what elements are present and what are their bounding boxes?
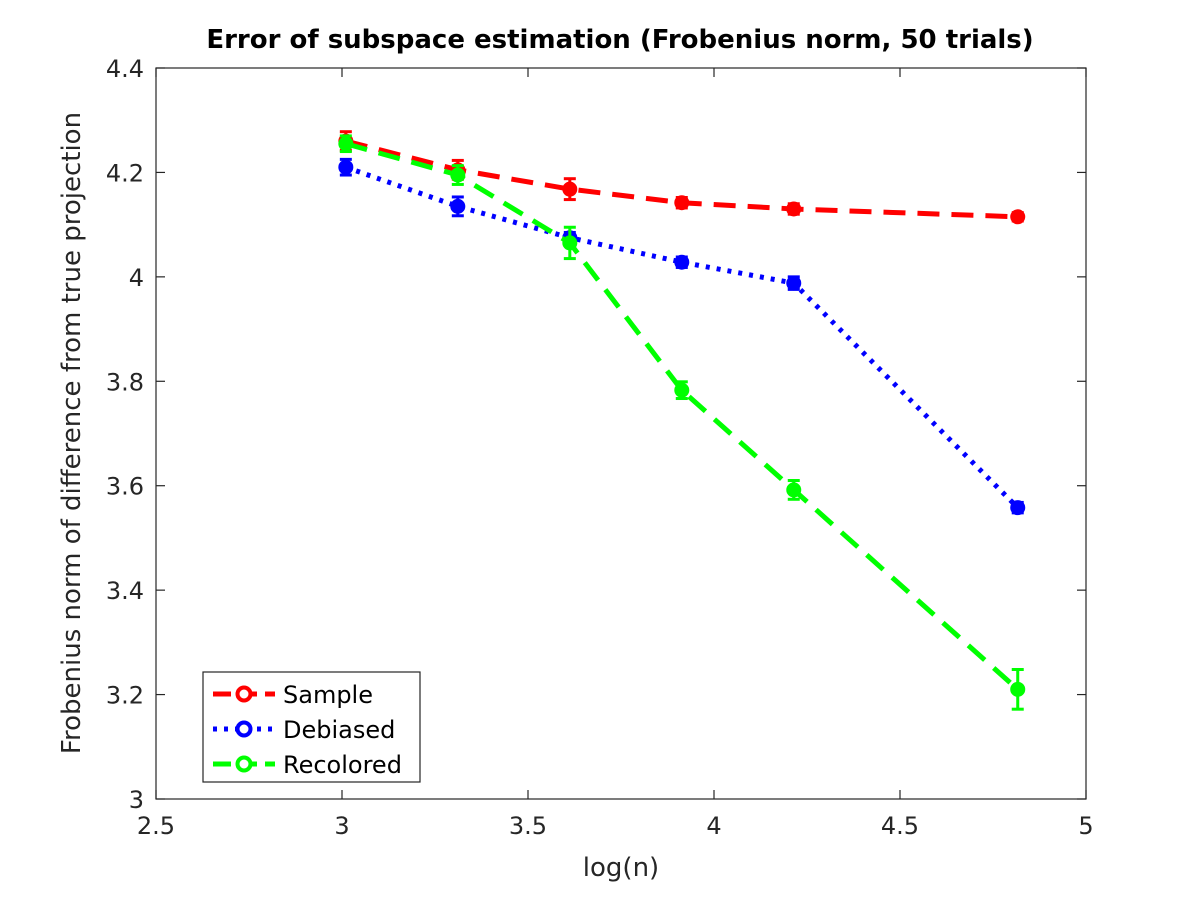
- x-tick-label: 2.5: [137, 812, 175, 840]
- legend-entry-recolored: Recolored: [213, 751, 402, 779]
- y-tick-label: 4.2: [106, 159, 144, 187]
- y-tick-label: 3.6: [106, 473, 144, 501]
- data-point: [786, 275, 802, 291]
- series-line-recolored: [345, 141, 1020, 692]
- legend-label: Sample: [283, 681, 373, 709]
- legend-entry-debiased: Debiased: [213, 716, 395, 744]
- data-point: [674, 382, 690, 398]
- legend-swatch-marker: [235, 685, 253, 703]
- data-point: [1010, 681, 1026, 697]
- x-tick-label: 4: [706, 812, 721, 840]
- series-line-sample: [345, 138, 1018, 220]
- series-recolored: [338, 134, 1026, 711]
- data-point: [338, 136, 354, 152]
- y-tick-label: 4: [129, 264, 144, 292]
- data-point: [786, 201, 802, 217]
- legend-label: Recolored: [283, 751, 402, 779]
- data-point: [338, 159, 354, 175]
- legend-label: Debiased: [283, 716, 395, 744]
- data-point: [562, 235, 578, 251]
- data-point: [450, 198, 466, 214]
- y-tick-label: 3.2: [106, 682, 144, 710]
- x-tick-label: 3: [334, 812, 349, 840]
- axis-ticks: 2.5 3 3.5 4 4.5 533.23.43.63.844.24.4: [106, 55, 1094, 840]
- data-point: [450, 167, 466, 183]
- y-tick-label: 3.8: [106, 368, 144, 396]
- x-tick-label: 4.5: [881, 812, 919, 840]
- y-axis-label: Frobenius norm of difference from true p…: [57, 112, 87, 754]
- x-axis-label: log(n): [583, 853, 659, 883]
- chart-title: Error of subspace estimation (Frobenius …: [206, 25, 1033, 55]
- legend: Sample Debiased Recolored: [202, 671, 421, 783]
- x-tick-label: 3.5: [509, 812, 547, 840]
- data-point: [786, 482, 802, 498]
- y-tick-label: 3.4: [106, 577, 144, 605]
- data-point: [562, 181, 578, 197]
- axes-frame: [155, 67, 1087, 800]
- data-point: [674, 195, 690, 211]
- y-tick-label: 3: [129, 786, 144, 814]
- legend-swatch-marker: [235, 755, 253, 773]
- data-point: [1010, 209, 1026, 225]
- series-layer: [338, 130, 1026, 711]
- data-point: [1010, 500, 1026, 516]
- x-tick-label: 5: [1078, 812, 1093, 840]
- y-tick-label: 4.4: [106, 55, 144, 83]
- legend-entry-sample: Sample: [213, 681, 373, 709]
- legend-swatch-marker: [235, 720, 253, 738]
- data-point: [674, 254, 690, 270]
